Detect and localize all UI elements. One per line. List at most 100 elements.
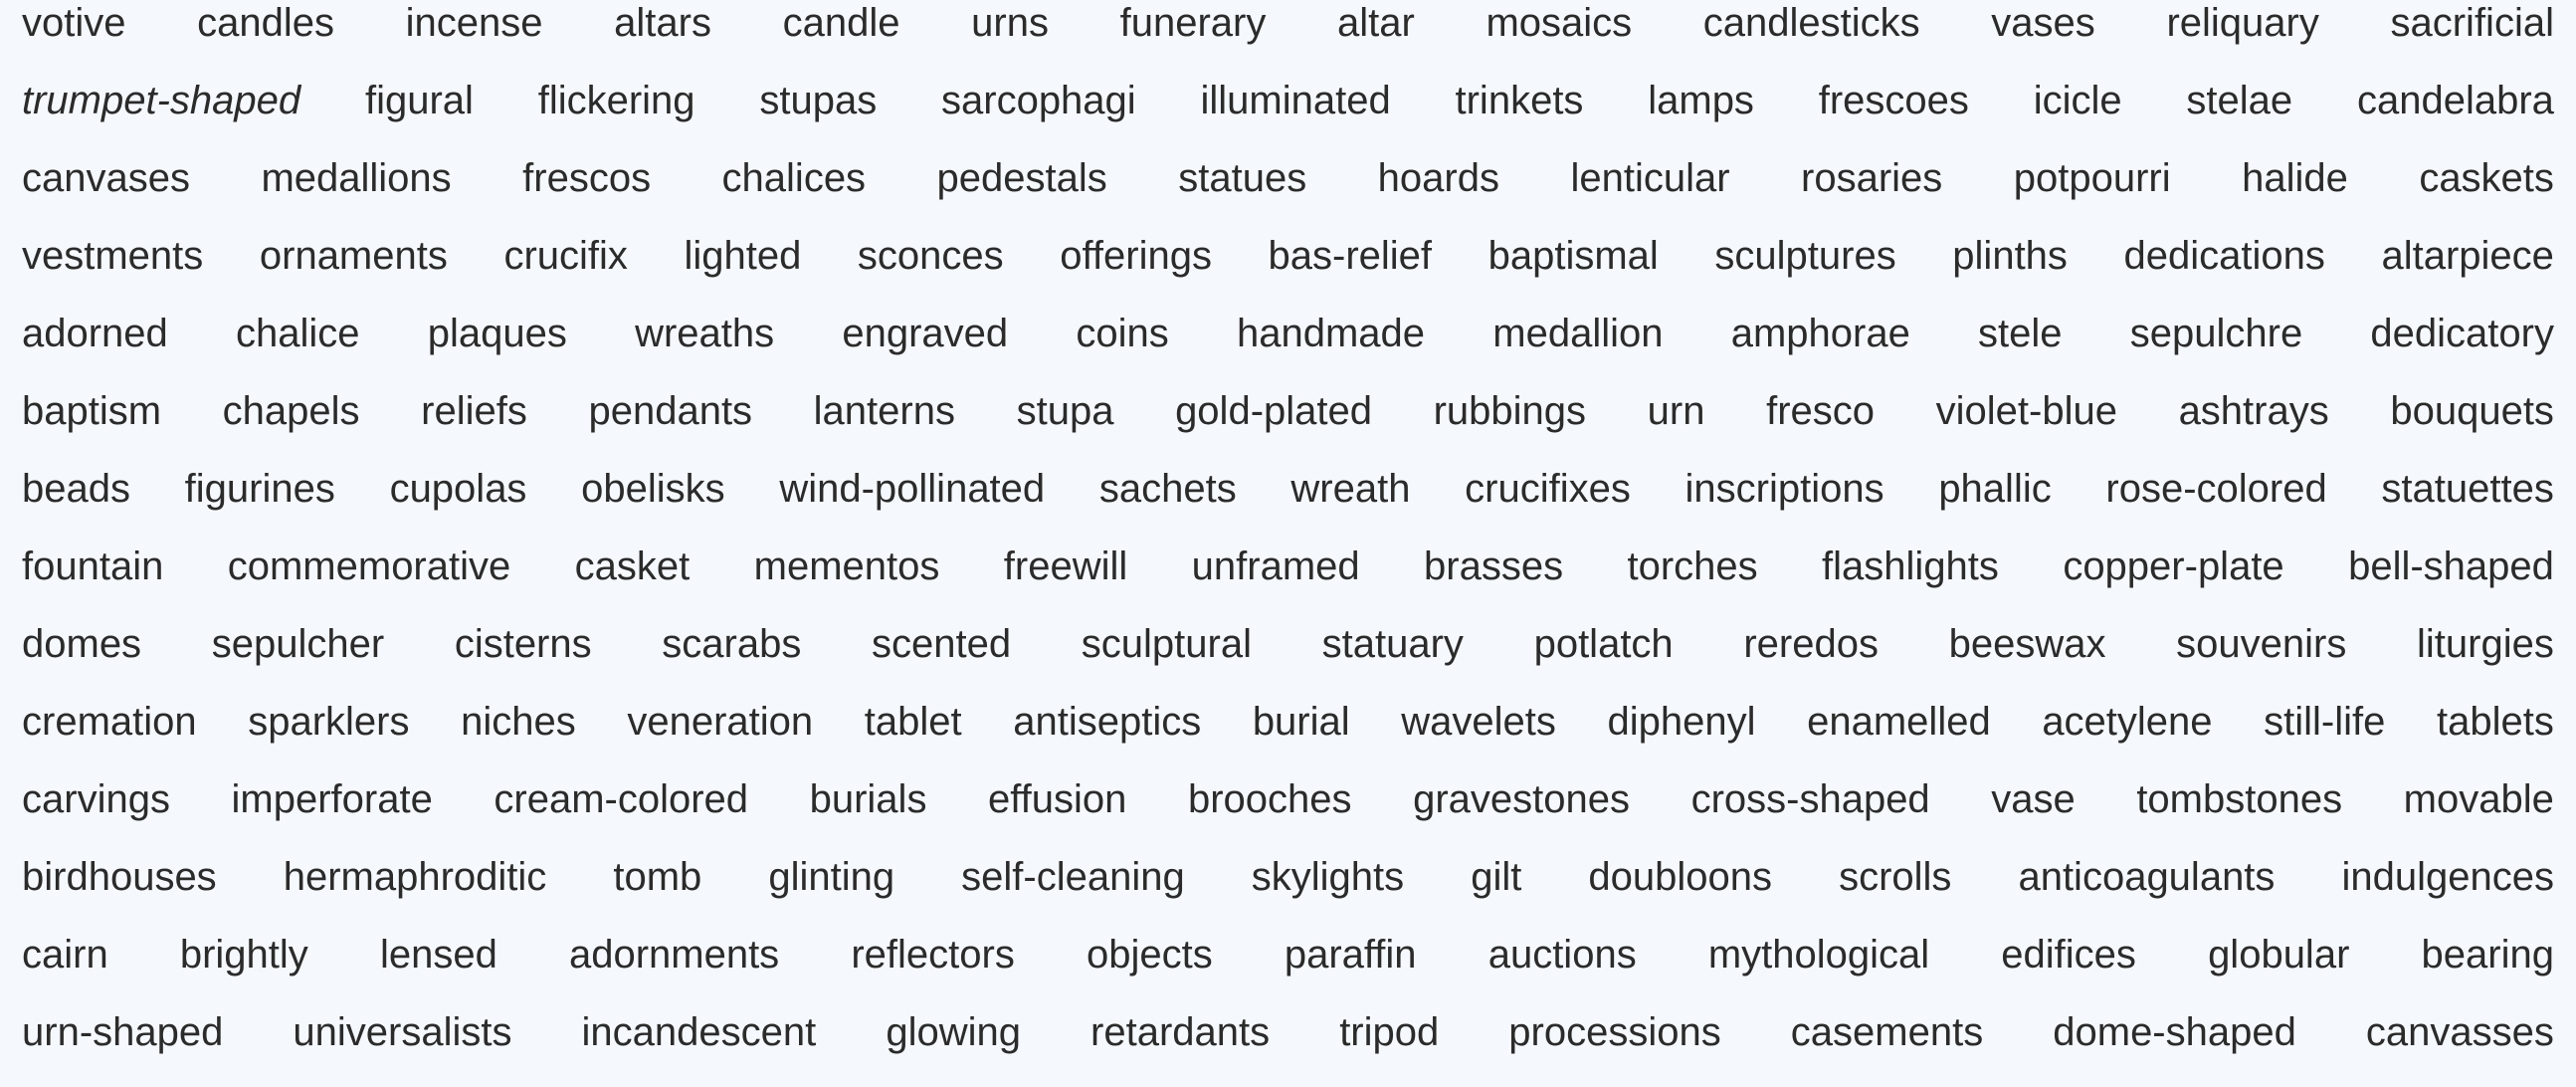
word: enamelled xyxy=(1807,700,1991,744)
word: medallion xyxy=(1492,312,1664,355)
word: candlesticks xyxy=(1702,1,1920,45)
word: candle xyxy=(782,1,900,45)
word: veneration xyxy=(627,700,814,744)
word: caskets xyxy=(2419,156,2554,200)
word: edifices xyxy=(2001,933,2136,977)
word: domes xyxy=(22,622,142,666)
word: hermaphroditic xyxy=(283,855,547,899)
word: tablets xyxy=(2437,700,2554,744)
word: stupa xyxy=(1016,389,1114,433)
word: freewill xyxy=(1003,544,1128,588)
word: chapels xyxy=(222,389,360,433)
word: halide xyxy=(2242,156,2348,200)
word: pendants xyxy=(588,389,753,433)
word: pedestals xyxy=(936,156,1107,200)
word: hoards xyxy=(1377,156,1499,200)
word: carvings xyxy=(22,777,170,821)
word: cremation xyxy=(22,700,197,744)
word: reliquary xyxy=(2166,1,2319,45)
word-line: urn-shaped universalists incandescent glowi… xyxy=(22,1009,2554,1087)
word: stupas xyxy=(759,79,878,122)
word: retardants xyxy=(1090,1010,1271,1054)
word: adorned xyxy=(22,312,168,355)
word: crucifix xyxy=(503,234,628,278)
word: statues xyxy=(1178,156,1307,200)
word: reredos xyxy=(1743,622,1879,666)
word: effusion xyxy=(988,777,1127,821)
word: scrolls xyxy=(1839,855,1952,899)
word: incense xyxy=(405,1,543,45)
word: urn xyxy=(1647,389,1705,433)
word: vases xyxy=(1991,1,2095,45)
word: sepulcher xyxy=(211,622,385,666)
word: imperforate xyxy=(231,777,433,821)
word: offerings xyxy=(1060,234,1212,278)
word: candles xyxy=(197,1,335,45)
word: engraved xyxy=(842,312,1009,355)
word: wavelets xyxy=(1401,700,1556,744)
word: burial xyxy=(1252,700,1350,744)
word: beeswax xyxy=(1948,622,2106,666)
word: statuettes xyxy=(2381,467,2554,511)
word: figurines xyxy=(184,467,335,511)
word: scarabs xyxy=(662,622,802,666)
word: dome-shaped xyxy=(2053,1010,2296,1054)
word: processions xyxy=(1508,1010,1721,1054)
word: lighted xyxy=(684,234,802,278)
word: candelabra xyxy=(2356,79,2554,122)
word: votive xyxy=(22,1,126,45)
word-line: beads figurines cupolas obelisks wind-pollin… xyxy=(22,466,2554,544)
word-line: canvases medallions frescos chalices pedesta… xyxy=(22,155,2554,233)
word-line: cairn brightly lensed adornments reflectors o… xyxy=(22,932,2554,1009)
word: lanterns xyxy=(813,389,955,433)
word-line: vestments ornaments crucifix lighted sconces… xyxy=(22,233,2554,311)
word: figural xyxy=(364,79,474,122)
word: skylights xyxy=(1251,855,1405,899)
word: vase xyxy=(1991,777,2076,821)
word: still-life xyxy=(2264,700,2386,744)
word: chalices xyxy=(721,156,867,200)
word: tripod xyxy=(1339,1010,1440,1054)
word: chalice xyxy=(236,312,360,355)
word: trinkets xyxy=(1455,79,1584,122)
word: scented xyxy=(872,622,1012,666)
word: violet-blue xyxy=(1935,389,2117,433)
word: birdhouses xyxy=(22,855,217,899)
word: mosaics xyxy=(1486,1,1633,45)
word: cisterns xyxy=(454,622,592,666)
word: niches xyxy=(461,700,576,744)
word: brooches xyxy=(1187,777,1352,821)
word: anticoagulants xyxy=(2018,855,2276,899)
word: sparklers xyxy=(248,700,410,744)
word-line: trumpet-shaped figural flickering stupas sar… xyxy=(22,78,2554,155)
word: cupolas xyxy=(389,467,527,511)
word: icicle xyxy=(2033,79,2122,122)
word: sachets xyxy=(1098,467,1237,511)
word: antiseptics xyxy=(1013,700,1202,744)
word: glinting xyxy=(768,855,895,899)
word: bouquets xyxy=(2390,389,2554,433)
word: mementos xyxy=(753,544,940,588)
word: sculptural xyxy=(1081,622,1252,666)
word: funerary xyxy=(1119,1,1267,45)
word: lamps xyxy=(1648,79,1754,122)
word: rubbings xyxy=(1433,389,1587,433)
word: sacrificial xyxy=(2390,1,2554,45)
word: diphenyl xyxy=(1607,700,1756,744)
word: tombstones xyxy=(2136,777,2343,821)
word: frescos xyxy=(522,156,652,200)
word-line: birdhouses hermaphroditic tomb glinting self… xyxy=(22,854,2554,932)
word: wreath xyxy=(1290,467,1411,511)
word: fountain xyxy=(22,544,164,588)
word-line: carvings imperforate cream-colored burials e… xyxy=(22,776,2554,854)
word: ashtrays xyxy=(2178,389,2329,433)
word: cairn xyxy=(22,933,108,977)
word: sconces xyxy=(857,234,1004,278)
word: beads xyxy=(22,467,130,511)
word: flashlights xyxy=(1822,544,1999,588)
word: fresco xyxy=(1766,389,1876,433)
word: vestments xyxy=(22,234,204,278)
word: plinths xyxy=(1952,234,2068,278)
word: altarpiece xyxy=(2381,234,2554,278)
